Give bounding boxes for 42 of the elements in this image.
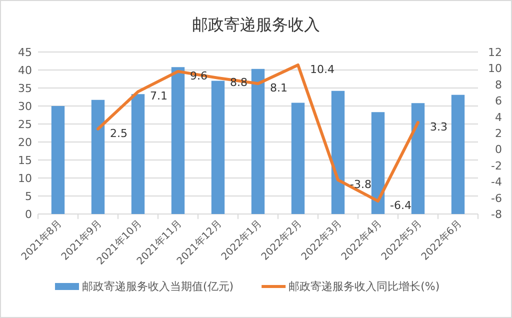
y-tick-label: 20 — [18, 136, 32, 149]
y-tick-label: 35 — [18, 82, 32, 95]
bar — [91, 100, 105, 214]
legend-label: 邮政寄递服务收入同比增长(%) — [288, 280, 440, 293]
y-tick-label: 40 — [18, 64, 32, 77]
bar — [171, 67, 185, 214]
y2-tick-label: 12 — [488, 46, 502, 59]
y2-tick-label: 6 — [495, 94, 502, 108]
y2-tick-label: 10 — [488, 62, 502, 76]
y-tick-label: 0 — [25, 208, 32, 221]
data-label: 10.4 — [310, 62, 334, 76]
data-label: 3.3 — [430, 120, 448, 134]
legend-label: 邮政寄递服务收入当期值(亿元) — [82, 280, 234, 293]
bar — [51, 106, 65, 214]
y2-tick-label: 2 — [495, 127, 502, 140]
data-label: 2.5 — [110, 126, 128, 140]
bar — [291, 102, 305, 214]
y2-tick-label: -4 — [491, 176, 502, 189]
data-label: -6.4 — [390, 199, 412, 212]
y2-tick-label: 4 — [495, 110, 502, 124]
y2-tick-label: -6 — [491, 192, 502, 205]
bar — [411, 103, 425, 214]
y-tick-label: 25 — [18, 118, 32, 131]
y2-tick-label: 8 — [495, 78, 502, 92]
y-tick-label: 45 — [18, 46, 32, 59]
y-tick-label: 10 — [18, 172, 32, 185]
data-label: 7.1 — [150, 90, 168, 103]
bar — [451, 94, 465, 214]
y2-tick-label: -8 — [491, 208, 502, 221]
y-tick-label: 15 — [18, 154, 32, 167]
y-tick-label: 5 — [25, 190, 32, 203]
bar — [331, 90, 345, 214]
y-tick-label: 30 — [18, 100, 32, 113]
chart-title: 邮政寄递服务收入 — [192, 15, 320, 34]
data-label: 8.1 — [270, 82, 288, 95]
y2-tick-label: -2 — [491, 159, 502, 172]
bar — [131, 94, 145, 214]
bar — [251, 68, 265, 214]
data-label: -3.8 — [350, 178, 372, 191]
y2-tick-label: 0 — [495, 143, 502, 156]
bar — [371, 112, 385, 214]
bar — [211, 80, 225, 214]
